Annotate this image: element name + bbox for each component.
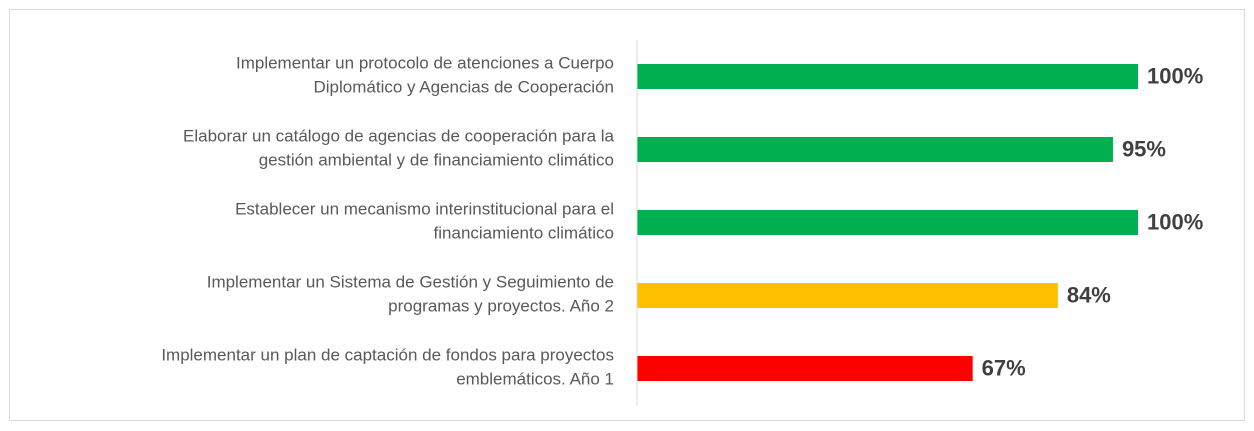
y-tick-label-line: programas y proyectos. Año 2 xyxy=(388,297,614,316)
y-tick-label: Elaborar un catálogo de agencias de coop… xyxy=(183,127,615,170)
y-tick-label-line: financiamiento climático xyxy=(434,224,614,243)
y-tick-label-line: Elaborar un catálogo de agencias de coop… xyxy=(183,127,615,146)
data-label: 84% xyxy=(1067,282,1111,307)
bar xyxy=(637,356,973,381)
y-tick-label-line: Establecer un mecanismo interinstitucion… xyxy=(235,200,614,219)
data-label: 100% xyxy=(1147,209,1203,234)
bar xyxy=(637,283,1058,308)
data-label: 67% xyxy=(982,355,1026,380)
y-tick-label: Establecer un mecanismo interinstitucion… xyxy=(235,200,614,243)
y-tick-label-line: gestión ambiental y de financiamiento cl… xyxy=(259,151,614,170)
y-tick-label-line: Implementar un protocolo de atenciones a… xyxy=(236,54,614,73)
data-label: 100% xyxy=(1147,63,1203,88)
y-tick-label-line: emblemáticos. Año 1 xyxy=(456,370,614,389)
bar xyxy=(637,137,1113,162)
y-tick-label-line: Implementar un Sistema de Gestión y Segu… xyxy=(207,273,614,292)
bar xyxy=(637,64,1138,89)
y-tick-label: Implementar un Sistema de Gestión y Segu… xyxy=(207,273,614,316)
y-tick-label: Implementar un plan de captación de fond… xyxy=(161,346,614,389)
y-tick-label-line: Diplomático y Agencias de Cooperación xyxy=(313,78,614,97)
y-tick-label: Implementar un protocolo de atenciones a… xyxy=(236,54,614,97)
bar xyxy=(637,210,1138,235)
data-label: 95% xyxy=(1122,136,1166,161)
y-tick-label-line: Implementar un plan de captación de fond… xyxy=(161,346,614,365)
